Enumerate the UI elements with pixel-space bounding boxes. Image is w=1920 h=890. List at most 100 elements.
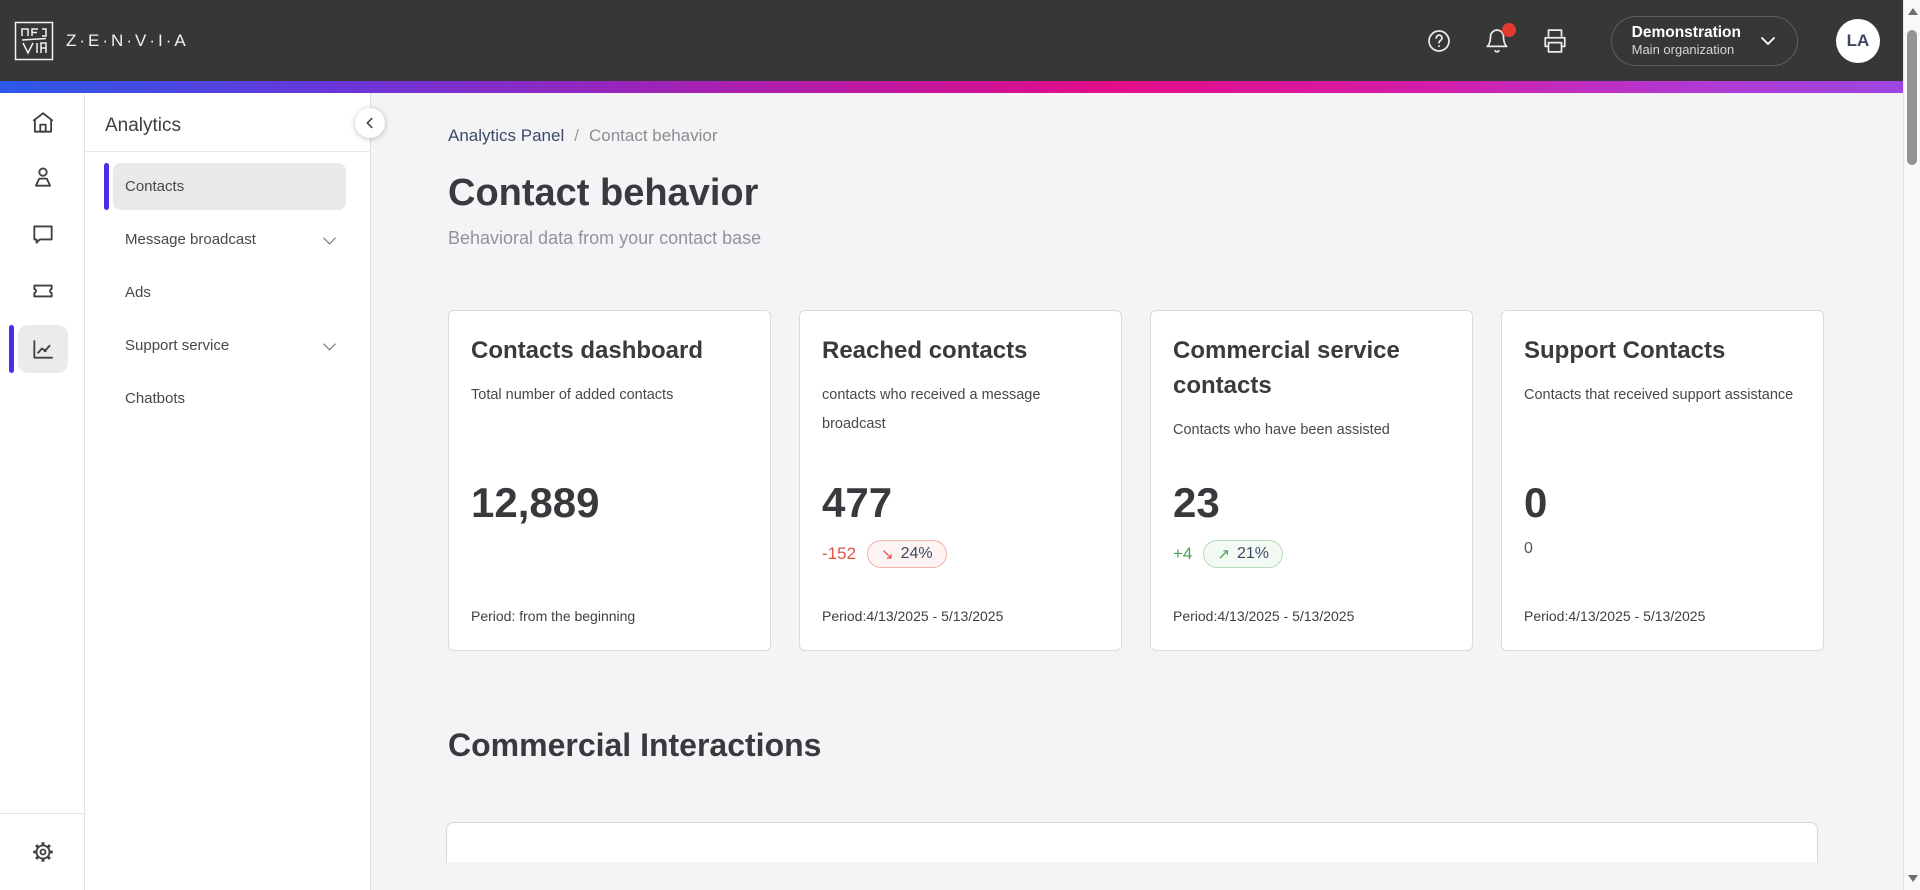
rail-item-settings[interactable] <box>0 828 85 876</box>
delta-value: -152 <box>822 544 857 563</box>
help-icon <box>1427 29 1450 52</box>
trend-percent: 24% <box>900 545 933 562</box>
main-content: Analytics Panel / Contact behavior Conta… <box>371 93 1920 890</box>
breadcrumb-analytics-panel[interactable]: Analytics Panel <box>448 126 565 145</box>
card-period: Period:4/13/2025 - 5/13/2025 <box>1173 608 1355 624</box>
rail-item-contacts[interactable] <box>0 153 85 201</box>
sidebar-item-label: Ads <box>125 284 151 301</box>
card-contacts-dashboard: Contacts dashboard Total number of added… <box>448 310 771 651</box>
card-period: Period:4/13/2025 - 5/13/2025 <box>1524 608 1706 624</box>
sidebar-item-chatbots[interactable]: Chatbots <box>113 375 346 422</box>
sidebar-item-message-broadcast[interactable]: Message broadcast <box>113 216 346 263</box>
app-shell: Analytics Contacts Message broadcast Ads <box>0 93 1920 890</box>
card-delta-row: +4 ↗ 21% <box>1173 540 1283 568</box>
user-avatar[interactable]: LA <box>1836 18 1880 63</box>
rail-item-tickets[interactable] <box>0 267 85 315</box>
notification-badge <box>1501 22 1516 37</box>
sidebar-divider <box>85 151 371 152</box>
trend-pill-down: ↘ 24% <box>867 540 947 568</box>
trend-up-icon: ↗ <box>1217 546 1230 563</box>
sidebar-item-label: Chatbots <box>125 390 186 407</box>
commercial-interactions-card-edge <box>446 822 1818 862</box>
chevron-down-icon <box>323 337 336 351</box>
scroll-down-arrow[interactable] <box>1908 875 1918 882</box>
page-subtitle: Behavioral data from your contact base <box>448 228 762 248</box>
card-reached-contacts: Reached contacts contacts who received a… <box>799 310 1122 651</box>
topbar-actions: Demonstration Main organization LA <box>1423 15 1880 66</box>
card-support-contacts: Support Contacts Contacts that received … <box>1501 310 1824 651</box>
scroll-up-arrow[interactable] <box>1908 8 1918 15</box>
analytics-sidebar: Analytics Contacts Message broadcast Ads <box>85 93 385 890</box>
chevron-down-icon <box>1761 36 1775 45</box>
card-description: contacts who received a message broadcas… <box>822 387 1041 432</box>
notifications-button[interactable] <box>1481 22 1516 57</box>
sidebar-item-support-service[interactable]: Support service <box>113 322 346 369</box>
card-delta-row: 0 <box>1524 540 1533 558</box>
sidebar-menu: Contacts Message broadcast Ads Support s… <box>85 163 370 422</box>
trend-down-icon: ↘ <box>881 546 894 563</box>
rail-item-analytics[interactable] <box>0 325 85 373</box>
help-button[interactable] <box>1423 25 1455 57</box>
card-description: Total number of added contacts <box>471 387 674 403</box>
sidebar-item-contacts[interactable]: Contacts <box>104 163 346 210</box>
person-icon <box>34 167 51 187</box>
org-text: Demonstration Main organization <box>1632 23 1741 59</box>
page-title: Contact behavior <box>448 172 759 214</box>
breadcrumb: Analytics Panel / Contact behavior <box>448 126 1920 146</box>
scrollbar-thumb[interactable] <box>1907 30 1917 165</box>
chevron-down-icon <box>323 231 336 245</box>
sidebar-title: Analytics <box>105 115 182 136</box>
kpi-cards-row: Contacts dashboard Total number of added… <box>448 310 1920 651</box>
card-title: Reached contacts <box>822 337 1028 364</box>
card-value: 0 <box>1524 479 1548 526</box>
delta-value: +4 <box>1173 544 1193 563</box>
card-description: Contacts who have been assisted <box>1173 422 1390 438</box>
org-switcher[interactable]: Demonstration Main organization <box>1610 15 1798 66</box>
card-title: Support Contacts <box>1524 337 1726 364</box>
card-delta-row: -152 ↘ 24% <box>822 540 947 568</box>
card-period: Period:4/13/2025 - 5/13/2025 <box>822 608 1004 624</box>
page-scrollbar[interactable] <box>1903 0 1920 890</box>
rail-item-conversations[interactable] <box>0 210 85 258</box>
breadcrumb-separator: / <box>574 126 579 145</box>
card-period: Period: from the beginning <box>471 608 636 624</box>
analytics-chart-icon <box>32 340 53 359</box>
sidebar-item-label: Support service <box>125 337 230 354</box>
collapse-sidebar-button[interactable] <box>355 108 385 138</box>
org-subtitle: Main organization <box>1631 42 1735 58</box>
gear-icon <box>32 842 53 862</box>
sidebar-item-label: Message broadcast <box>125 231 256 248</box>
printer-icon <box>1544 28 1566 53</box>
topbar: Z·E·N·V·I·A <box>0 0 1920 81</box>
card-title: Commercial service contacts <box>1173 337 1400 399</box>
card-title: Contacts dashboard <box>471 337 704 364</box>
section-title-commercial-interactions: Commercial Interactions <box>448 727 822 763</box>
card-description: Contacts that received support assistanc… <box>1524 387 1794 403</box>
chat-icon <box>32 225 53 244</box>
brand-wordmark: Z·E·N·V·I·A <box>66 30 189 50</box>
brand-gradient-bar <box>0 81 1920 93</box>
icon-rail <box>0 93 85 890</box>
home-icon <box>32 112 53 133</box>
card-value: 477 <box>822 479 893 526</box>
sidebar-item-ads[interactable]: Ads <box>113 269 346 316</box>
bell-icon <box>1486 28 1508 53</box>
card-commercial-service-contacts: Commercial service contacts Contacts who… <box>1150 310 1473 651</box>
chevron-left-icon <box>366 117 373 129</box>
ticket-icon <box>32 284 53 298</box>
brand: Z·E·N·V·I·A <box>14 21 189 61</box>
card-value: 23 <box>1173 479 1220 526</box>
rail-active-indicator <box>9 325 14 373</box>
card-value: 12,889 <box>471 479 600 526</box>
breadcrumb-current: Contact behavior <box>588 126 718 145</box>
trend-percent: 21% <box>1236 545 1269 562</box>
print-button[interactable] <box>1539 25 1571 57</box>
sidebar-item-label: Contacts <box>125 178 185 195</box>
org-name: Demonstration <box>1631 23 1741 41</box>
rail-divider <box>0 813 85 814</box>
delta-value: 0 <box>1524 540 1533 557</box>
trend-pill-up: ↗ 21% <box>1203 540 1283 568</box>
rail-item-home[interactable] <box>0 99 85 147</box>
zenvia-logo-icon <box>14 21 54 60</box>
